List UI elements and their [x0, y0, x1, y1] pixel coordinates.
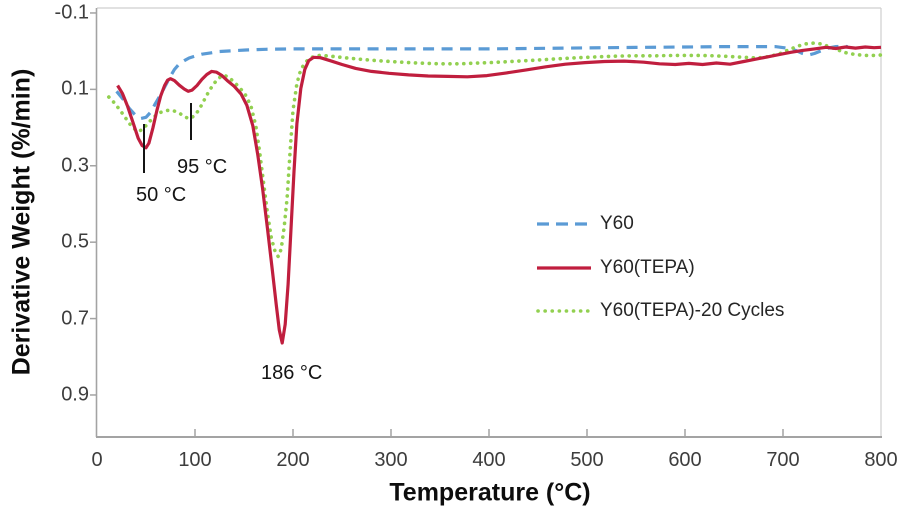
y-tick-label-0.7: 0.7	[61, 307, 89, 330]
legend-item-y60-tepa: Y60(TEPA)	[536, 256, 695, 280]
x-tick-label-100: 100	[178, 449, 212, 471]
x-tick-label-0: 0	[91, 449, 103, 471]
y-tick-label-0.3: 0.3	[61, 154, 89, 177]
x-tick-label-600: 600	[668, 449, 702, 471]
legend-label-y60: Y60	[600, 213, 634, 234]
series-curve-y60-tepa-20-cycles	[107, 41, 883, 259]
legend-label-y60-tepa: Y60(TEPA)	[600, 257, 695, 278]
x-tick-label-700: 700	[766, 449, 800, 471]
x-tick-label-800: 800	[864, 449, 898, 471]
x-tick-label-200: 200	[276, 449, 310, 471]
x-axis-title: Temperature (°C)	[389, 478, 591, 507]
y-tick-label--0.1: -0.1	[54, 1, 89, 24]
x-tick-label-300: 300	[374, 449, 408, 471]
legend-label-y60-tepa-20cycles: Y60(TEPA)-20 Cycles	[600, 300, 785, 321]
y-tick-label-0.5: 0.5	[61, 230, 89, 253]
legend-item-y60-tepa-20cycles: Y60(TEPA)-20 Cycles	[536, 299, 784, 323]
y-tick-label-0.9: 0.9	[61, 383, 89, 406]
y-tick-label-0.1: 0.1	[61, 77, 89, 100]
y-axis-title: Derivative Weight (%/min)	[7, 68, 36, 376]
annotation-50c: 50 °C	[136, 184, 187, 206]
legend-sample-dashed-line	[537, 222, 591, 226]
legend-item-y60: Y60	[536, 212, 634, 236]
x-tick-label-500: 500	[570, 449, 604, 471]
series-curve-y60-tepa-	[116, 45, 882, 345]
x-tick-label-400: 400	[472, 449, 506, 471]
annotation-95c: 95 °C	[177, 156, 228, 178]
legend-sample-dotted-line	[536, 309, 592, 313]
annotation-186c: 186 °C	[261, 362, 323, 384]
legend-sample-solid-line	[537, 266, 591, 270]
